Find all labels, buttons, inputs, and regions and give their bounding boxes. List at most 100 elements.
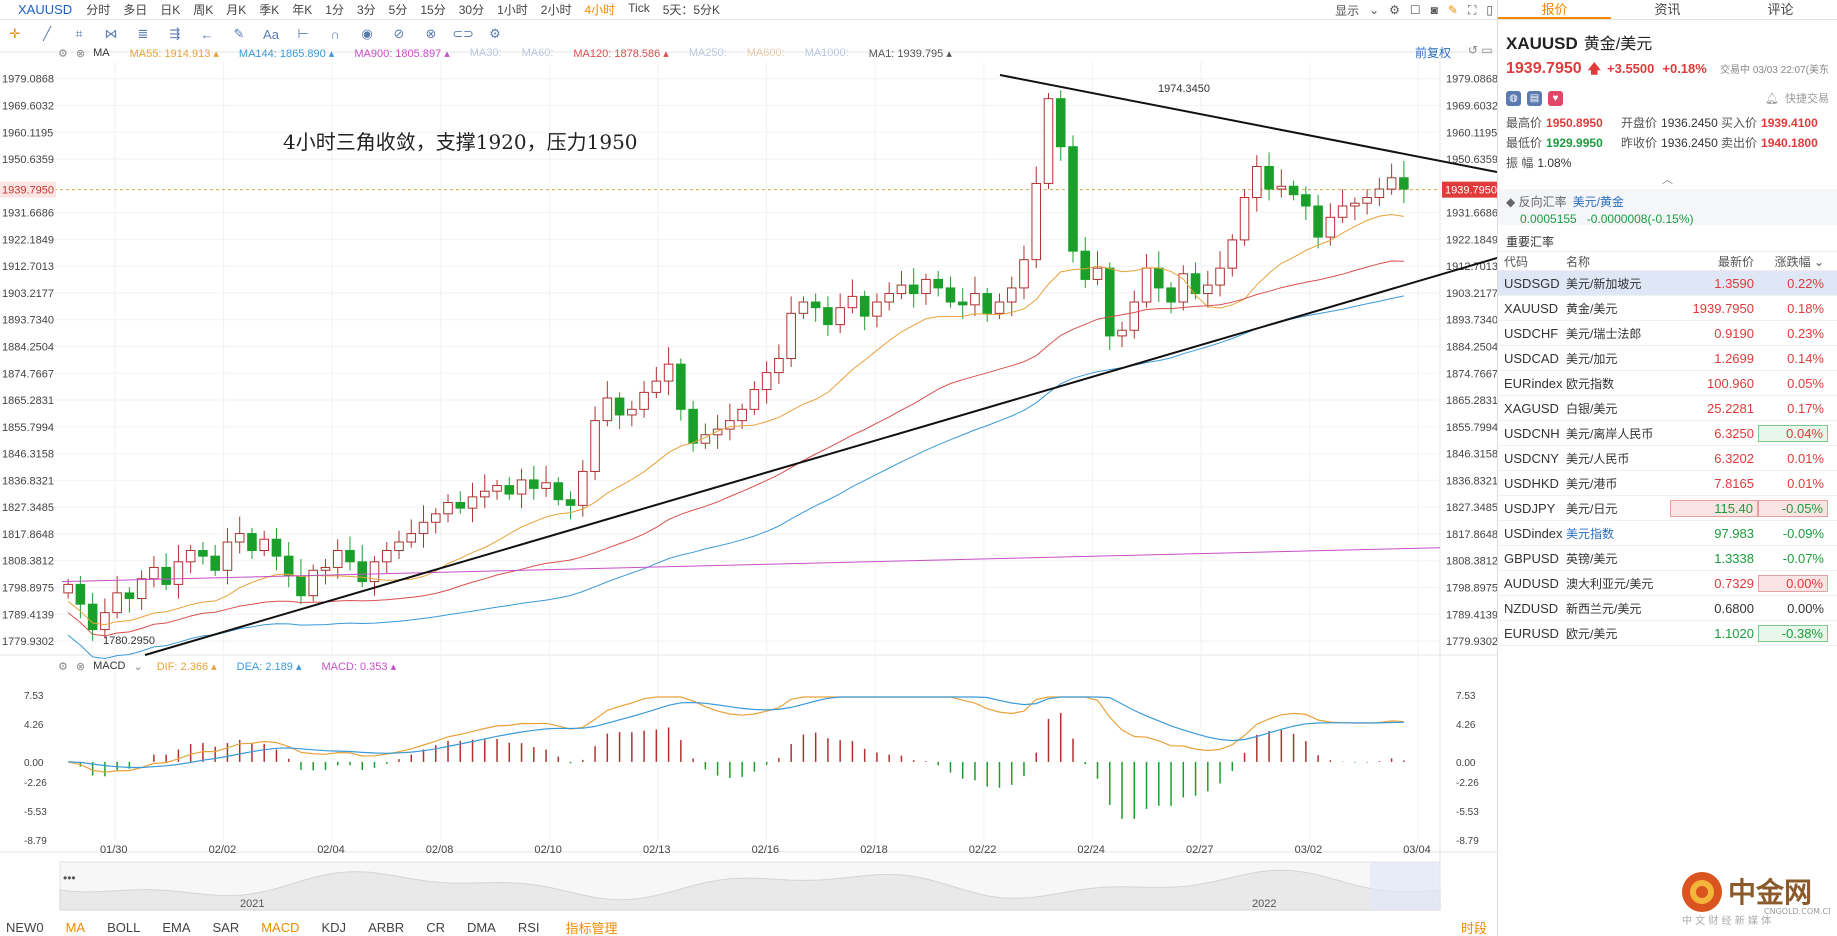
indicator-tab-arbr[interactable]: ARBR	[368, 919, 405, 935]
bell-icon[interactable]: 🔔︎	[1765, 92, 1779, 105]
period-1[interactable]: 多日	[123, 3, 148, 17]
ma-legend-item[interactable]: MA600:	[746, 47, 785, 59]
rates-row[interactable]: NZDUSD 新西兰元/美元 0.6800 0.00%	[1498, 596, 1837, 621]
period-11[interactable]: 30分	[458, 3, 485, 17]
ma-legend-item[interactable]: MA60:	[521, 47, 554, 59]
crosshair-icon[interactable]: ✛	[9, 26, 21, 41]
ruler-icon[interactable]: ⊢	[297, 26, 309, 41]
settings-icon[interactable]: ⚙	[1389, 3, 1400, 17]
indicator-tab-cr[interactable]: CR	[426, 919, 445, 935]
close-icon[interactable]: ⊗	[75, 47, 86, 60]
period-16[interactable]: 5天：5分K	[662, 3, 721, 17]
display-menu[interactable]: 显示	[1335, 3, 1360, 18]
pencil-icon[interactable]: ✎	[233, 26, 245, 41]
rates-row[interactable]: EURUSD 欧元/美元 1.1020 -0.38%	[1498, 621, 1837, 646]
undo-icon[interactable]: ↺ ▭	[1468, 43, 1493, 57]
delete-icon[interactable]: ⊗	[425, 26, 437, 41]
quick-trade-button[interactable]: 快捷交易	[1785, 93, 1829, 105]
macd-legend-item[interactable]: DIF: 2.366 ▴	[156, 660, 217, 673]
rates-col-pct[interactable]: 涨跌幅 ⌄	[1774, 254, 1824, 269]
period-4[interactable]: 月K	[226, 3, 247, 17]
rates-row[interactable]: USDCAD 美元/加元 1.2699 0.14%	[1498, 346, 1837, 371]
measure-icon[interactable]: ⌗	[75, 26, 83, 41]
support-trendline[interactable]	[144, 257, 1497, 656]
main-indicator-type[interactable]: MA	[93, 47, 110, 59]
period-6[interactable]: 年K	[292, 3, 313, 17]
restore-adjust-button[interactable]: 前复权	[1415, 46, 1452, 60]
pencil-icon[interactable]: ✎	[1447, 3, 1458, 17]
indicator-tab-kdj[interactable]: KDJ	[321, 919, 347, 935]
period-8[interactable]: 3分	[356, 3, 376, 17]
right-tab-2[interactable]: 评论	[1767, 2, 1794, 17]
ma-legend-item[interactable]: MA55: 1914.913 ▴	[129, 47, 219, 60]
ma-legend-item[interactable]: MA250:	[688, 47, 727, 59]
reverse-rate-pair[interactable]: 美元/黄金	[1572, 195, 1624, 209]
time-navigator[interactable]: ••• 2021 2022	[59, 861, 1441, 911]
camera-icon[interactable]: ◙	[1430, 3, 1438, 17]
period-3[interactable]: 周K	[193, 3, 214, 17]
indicator-tab-dma[interactable]: DMA	[466, 919, 496, 935]
period-12[interactable]: 1小时	[497, 3, 528, 17]
rates-row[interactable]: AUDUSD 澳大利亚元/美元 0.7329 0.00%	[1498, 571, 1837, 596]
rates-row[interactable]: USDindex 美元指数 97.983 -0.09%	[1498, 521, 1837, 546]
period-15[interactable]: Tick	[628, 1, 650, 15]
rates-row[interactable]: XAUUSD 黄金/美元 1939.7950 0.18%	[1498, 296, 1837, 321]
right-tab-0[interactable]: 报价	[1498, 0, 1611, 19]
globe-icon[interactable]: ◍	[1506, 90, 1521, 106]
fullscreen-icon[interactable]: ⛶	[1467, 2, 1477, 17]
settings-icon[interactable]: ⚙	[489, 26, 501, 41]
rates-row[interactable]: USDJPY 美元/日元 115.40 -0.05%	[1498, 496, 1837, 521]
symbol-label[interactable]: XAUUSD	[18, 2, 73, 17]
rates-row[interactable]: GBPUSD 英镑/美元 1.3338 -0.07%	[1498, 546, 1837, 571]
collapse-up-icon[interactable]: ︿	[1662, 174, 1673, 186]
indicator-manage-button[interactable]: 指标管理	[565, 920, 618, 936]
period-9[interactable]: 5分	[388, 3, 408, 17]
rates-row[interactable]: USDCNY 美元/人民币 6.3202 0.01%	[1498, 446, 1837, 471]
ma-legend-item[interactable]: MA144: 1865.890 ▴	[238, 47, 335, 60]
ma-legend-item[interactable]: MA900: 1805.897 ▴	[354, 47, 450, 60]
navigator-window[interactable]	[1370, 862, 1440, 910]
text-tool-button[interactable]: Aa	[263, 26, 279, 42]
rates-col-name[interactable]: 名称	[1566, 254, 1591, 269]
indicator-tab-new0[interactable]: NEW0	[6, 919, 44, 935]
news-icon[interactable]: ▤	[1527, 90, 1542, 106]
indicator-tab-ma[interactable]: MA	[65, 919, 86, 935]
macd-legend-item[interactable]: DEA: 2.189 ▴	[236, 660, 302, 673]
close-icon[interactable]: ⊗	[75, 660, 86, 673]
chart-canvas[interactable]: 1979.0868 1979.0868 1969.6032 1969.6032 1960…	[0, 0, 1497, 936]
period-13[interactable]: 2小时	[540, 3, 572, 17]
right-tab-1[interactable]: 资讯	[1654, 2, 1681, 17]
sub-indicator-type[interactable]: MACD	[93, 660, 126, 672]
indicator-tab-ema[interactable]: EMA	[162, 919, 191, 935]
fib-icon[interactable]: ≣	[137, 26, 149, 41]
indicator-tab-rsi[interactable]: RSI	[517, 919, 540, 935]
ma-legend-item[interactable]: MA1: 1939.795 ▴	[868, 47, 952, 60]
rates-row[interactable]: USDSGD 美元/新加坡元 1.3590 0.22%	[1498, 271, 1837, 296]
period-10[interactable]: 15分	[420, 3, 446, 17]
panel-toggle-icon[interactable]: ▯	[1486, 3, 1493, 17]
eye-icon[interactable]: ◉	[361, 26, 373, 41]
ma-legend-item[interactable]: MA120: 1878.586 ▴	[573, 47, 669, 60]
lock-icon[interactable]: ⊘	[393, 26, 405, 41]
resistance-trendline[interactable]	[999, 74, 1497, 173]
checkbox-icon[interactable]: ☐	[1409, 3, 1421, 17]
pattern-icon[interactable]: ⋈	[104, 26, 118, 41]
time-range-button[interactable]: 时段	[1460, 920, 1487, 936]
rates-col-code[interactable]: 代码	[1504, 254, 1529, 269]
settings-icon[interactable]: ⚙	[58, 47, 68, 60]
magnet-icon[interactable]: ∩	[330, 26, 340, 42]
rates-row[interactable]: USDHKD 美元/港币 7.8165 0.01%	[1498, 471, 1837, 496]
indicator-tab-macd[interactable]: MACD	[261, 919, 300, 935]
indicator-tab-boll[interactable]: BOLL	[107, 919, 141, 935]
period-2[interactable]: 日K	[160, 3, 181, 17]
heart-icon[interactable]: ♥	[1548, 90, 1563, 106]
period-7[interactable]: 1分	[325, 3, 344, 17]
line-tool-icon[interactable]: ╱	[43, 26, 51, 41]
rates-col-last[interactable]: 最新价	[1717, 254, 1754, 269]
settings-icon[interactable]: ⚙	[58, 660, 68, 673]
period-0[interactable]: 分时	[86, 3, 111, 17]
period-14[interactable]: 4小时	[584, 3, 616, 17]
chevron-down-icon[interactable]: ⌄	[1369, 3, 1380, 17]
indicator-tab-sar[interactable]: SAR	[212, 919, 240, 935]
channel-icon[interactable]: ⇶	[169, 26, 181, 41]
